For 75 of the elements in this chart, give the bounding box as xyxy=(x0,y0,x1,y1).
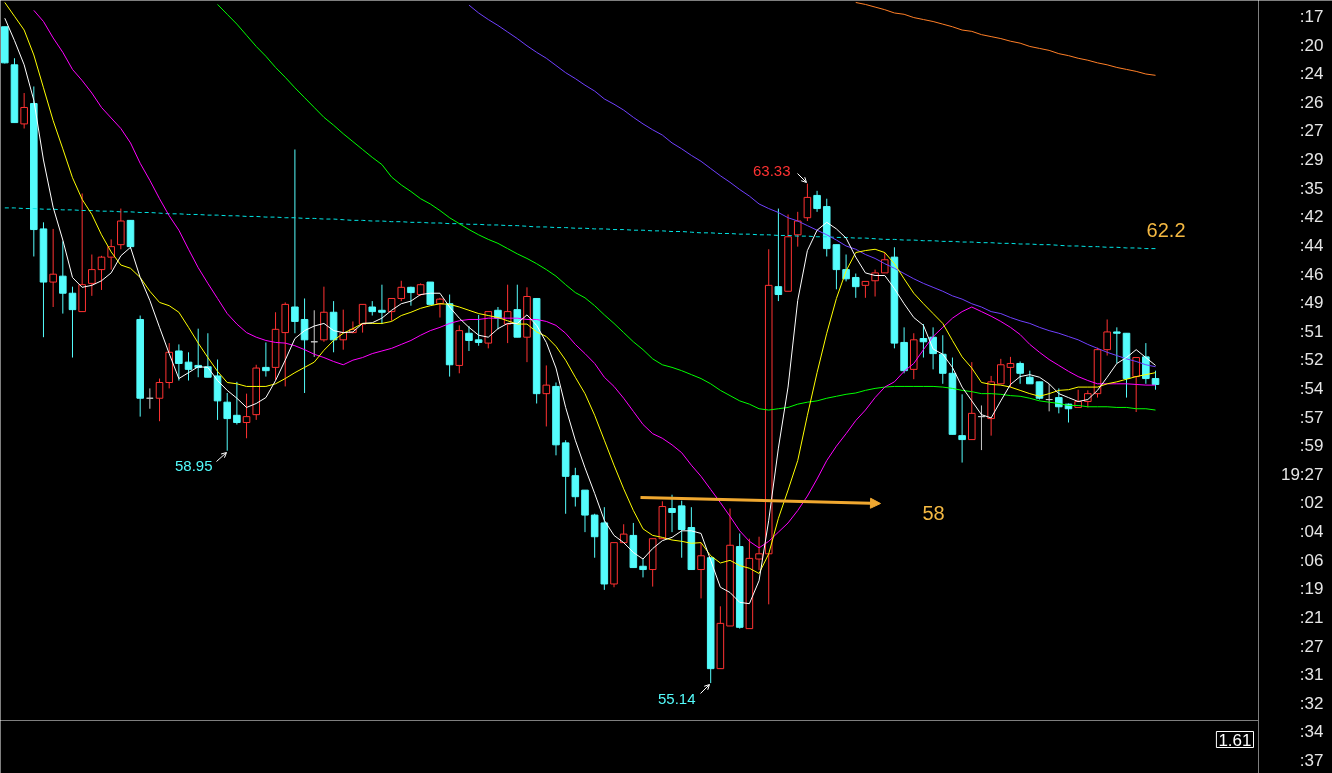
candlestick xyxy=(639,558,647,578)
candlestick xyxy=(155,378,164,422)
candlestick xyxy=(1103,318,1111,357)
text: :04 xyxy=(1299,522,1324,542)
candlestick xyxy=(1055,387,1063,414)
candlestick xyxy=(358,303,367,334)
candlestick xyxy=(117,208,125,250)
candlestick xyxy=(204,332,212,378)
candlestick xyxy=(49,228,57,308)
candlestick xyxy=(233,381,241,425)
annotation: 58.95 xyxy=(174,456,213,474)
text: 1.61 xyxy=(1218,730,1252,750)
candlestick xyxy=(68,286,77,359)
text: :34 xyxy=(1299,722,1324,742)
text: :51 xyxy=(1299,321,1324,341)
text: 55.14 xyxy=(657,689,696,707)
text: :27 xyxy=(1299,121,1324,141)
candlestick xyxy=(88,254,96,297)
candlestick xyxy=(813,190,821,213)
text: :46 xyxy=(1299,264,1324,284)
text: :21 xyxy=(1299,607,1324,627)
candlestick xyxy=(851,273,860,299)
candlestick xyxy=(378,284,386,325)
candlestick xyxy=(300,297,309,394)
candlestick xyxy=(184,351,193,382)
text: :06 xyxy=(1299,550,1324,570)
candlestick xyxy=(697,542,705,599)
candlestick xyxy=(668,494,676,533)
candlestick xyxy=(871,269,879,298)
candlestick xyxy=(774,208,783,302)
candlestick xyxy=(223,392,231,452)
candlestick xyxy=(542,364,551,427)
candlestick xyxy=(59,240,67,315)
text: :24 xyxy=(1299,64,1324,84)
text: :44 xyxy=(1299,235,1324,255)
candlestick xyxy=(793,211,802,248)
text: :35 xyxy=(1299,178,1324,198)
text: :52 xyxy=(1299,350,1324,370)
candlestick xyxy=(571,467,580,508)
text: :02 xyxy=(1299,493,1324,513)
candlestick xyxy=(242,393,251,439)
annotation: 58 xyxy=(922,501,945,524)
annotation: 62.2 xyxy=(1146,218,1186,241)
text: :29 xyxy=(1299,150,1324,170)
text: :54 xyxy=(1299,379,1324,398)
candlestick xyxy=(1132,357,1140,413)
candlestick xyxy=(919,323,928,359)
candlestick xyxy=(97,255,106,291)
candlestick xyxy=(262,341,270,378)
text: :37 xyxy=(1299,751,1324,770)
text: :59 xyxy=(1299,436,1324,456)
candlestick xyxy=(803,183,812,222)
candlestick xyxy=(755,536,763,571)
text: :49 xyxy=(1299,293,1324,313)
candlestick xyxy=(20,92,28,129)
candlestick xyxy=(938,334,947,385)
candlestick xyxy=(175,343,183,382)
text: :32 xyxy=(1299,693,1324,713)
annotation: 63.33 xyxy=(752,161,791,179)
text: 19:27 xyxy=(1280,464,1324,484)
text: :17 xyxy=(1299,7,1324,26)
candlestick xyxy=(958,393,966,464)
text: :57 xyxy=(1299,407,1324,427)
candlestick xyxy=(1113,326,1121,364)
candlestick xyxy=(997,358,1005,385)
text: :19 xyxy=(1299,579,1324,599)
text: :27 xyxy=(1299,636,1324,656)
text: :20 xyxy=(1299,35,1324,55)
text: :26 xyxy=(1299,92,1324,112)
text: :42 xyxy=(1299,207,1324,227)
candlestick xyxy=(465,325,473,352)
candlestick xyxy=(291,148,299,334)
candlestick xyxy=(474,314,483,347)
candlestick xyxy=(1016,360,1024,385)
text: :31 xyxy=(1299,665,1324,685)
